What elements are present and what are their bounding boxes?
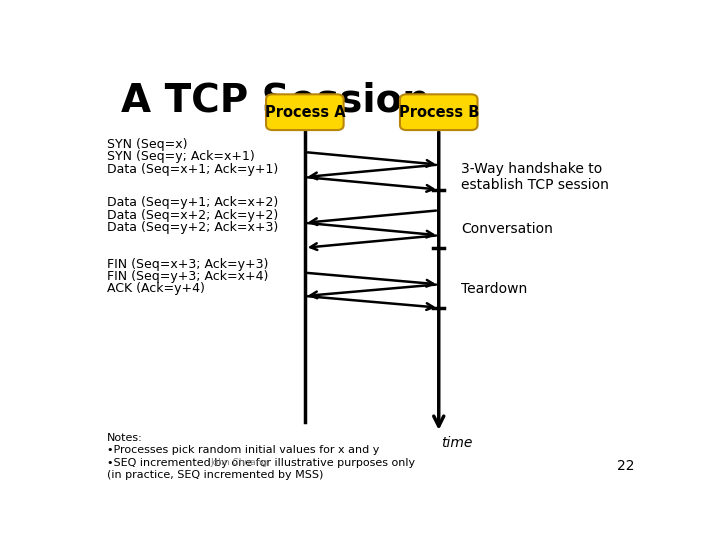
Text: Data (Seq=x+1; Ack=y+1): Data (Seq=x+1; Ack=y+1) [107,163,278,176]
Text: ACK (Ack=y+4): ACK (Ack=y+4) [107,282,204,295]
Text: 22: 22 [616,459,634,473]
Text: Teardown: Teardown [461,282,527,296]
Text: SYN (Seq=x): SYN (Seq=x) [107,138,187,151]
Text: •SEQ incremented by one for illustrative purposes only: •SEQ incremented by one for illustrative… [107,458,415,468]
FancyBboxPatch shape [266,94,343,130]
Text: (in practice, SEQ incremented by MSS): (in practice, SEQ incremented by MSS) [107,470,323,480]
Text: Data (Seq=x+2; Ack=y+2): Data (Seq=x+2; Ack=y+2) [107,208,278,221]
Text: John Chuang: John Chuang [210,458,267,467]
Text: SYN (Seq=y; Ack=x+1): SYN (Seq=y; Ack=x+1) [107,150,254,163]
Text: Data (Seq=y+1; Ack=x+2): Data (Seq=y+1; Ack=x+2) [107,196,278,209]
Text: time: time [441,436,473,450]
Text: Process B: Process B [399,105,479,120]
Text: Data (Seq=y+2; Ack=x+3): Data (Seq=y+2; Ack=x+3) [107,221,278,234]
Text: FIN (Seq=y+3; Ack=x+4): FIN (Seq=y+3; Ack=x+4) [107,270,268,283]
Text: FIN (Seq=x+3; Ack=y+3): FIN (Seq=x+3; Ack=y+3) [107,259,268,272]
Text: •Processes pick random initial values for x and y: •Processes pick random initial values fo… [107,446,379,455]
FancyBboxPatch shape [400,94,477,130]
Text: A TCP Session: A TCP Session [121,82,430,119]
Text: 3-Way handshake to
establish TCP session: 3-Way handshake to establish TCP session [461,162,609,192]
Text: Conversation: Conversation [461,222,553,236]
Text: Notes:: Notes: [107,433,143,443]
Text: Process A: Process A [264,105,345,120]
